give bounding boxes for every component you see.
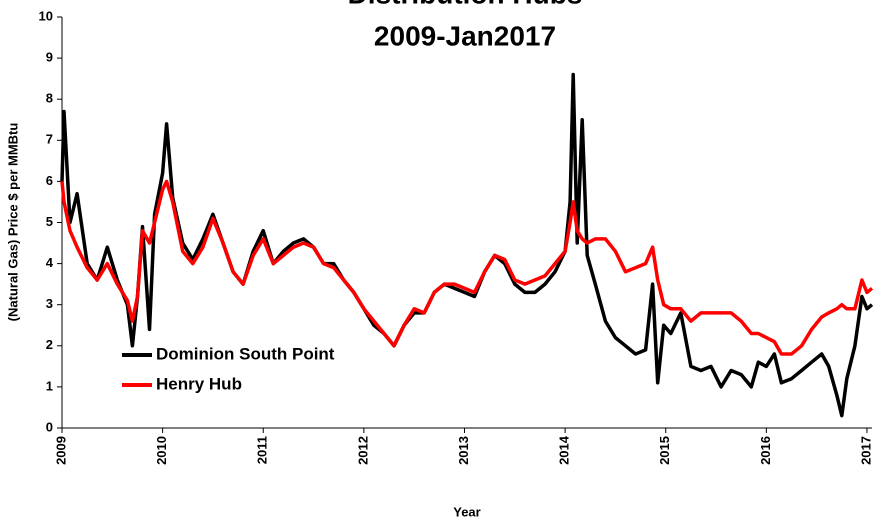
y-tick-label: 8	[46, 91, 53, 106]
y-tick-label: 0	[46, 419, 53, 434]
x-tick-label: 2009	[53, 436, 68, 465]
legend-label: Henry Hub	[156, 374, 242, 393]
y-axis-label: (Natural Gas) Price $ per MMBtu	[5, 123, 20, 322]
y-tick-label: 6	[46, 173, 53, 188]
chart-title: 2009-Jan2017	[374, 20, 556, 51]
y-tick-label: 3	[46, 296, 53, 311]
y-tick-label: 9	[46, 50, 53, 65]
x-tick-label: 2014	[557, 435, 572, 465]
y-tick-label: 2	[46, 337, 53, 352]
y-tick-label: 10	[39, 8, 53, 23]
chart-title: Distribution Hubs	[348, 0, 583, 9]
x-tick-label: 2017	[858, 436, 873, 465]
y-tick-label: 4	[46, 255, 54, 270]
x-tick-label: 2010	[154, 436, 169, 465]
x-tick-label: 2012	[355, 436, 370, 465]
legend-label: Dominion South Point	[156, 344, 335, 363]
series-line	[60, 72, 874, 418]
x-axis-label: Year	[453, 504, 480, 519]
y-tick-label: 1	[46, 378, 53, 393]
y-tick-label: 5	[46, 214, 53, 229]
y-tick-label: 7	[46, 132, 53, 147]
x-tick-label: 2015	[657, 436, 672, 465]
series-line	[60, 179, 874, 356]
x-tick-label: 2016	[758, 436, 773, 465]
x-tick-label: 2013	[456, 436, 471, 465]
x-tick-label: 2011	[255, 436, 270, 464]
